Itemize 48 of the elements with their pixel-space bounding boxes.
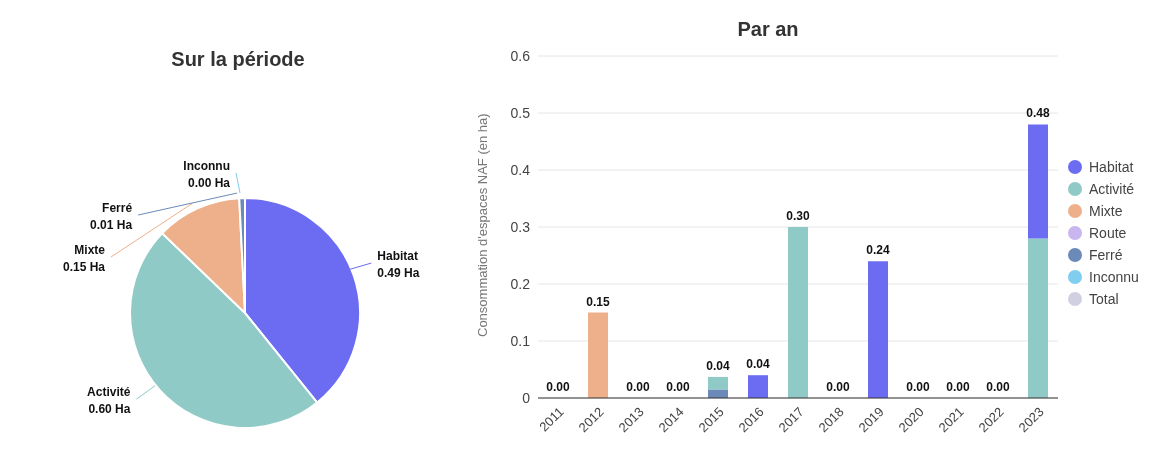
y-tick-label: 0 (522, 389, 531, 406)
legend-label: Mixte (1089, 203, 1123, 219)
text: 0.00 (986, 380, 1010, 394)
bar (788, 227, 808, 398)
data-label: 0.15 Ha (62, 260, 106, 274)
total-label: 0.04 (706, 358, 730, 373)
text: 0.00 (666, 380, 690, 394)
total-label: 0.04 (746, 357, 770, 372)
legend-label: Route (1089, 225, 1127, 241)
legend-label: Ferré (1089, 247, 1123, 263)
y-axis-title: Consommation d'espaces NAF (en ha) (474, 113, 490, 337)
data-label: 0.60 Ha (88, 402, 131, 417)
text: 0.00 Ha (187, 176, 230, 190)
legend-label: Habitat (1089, 159, 1134, 175)
y-tick-label: 0.6 (510, 47, 531, 64)
total-label: 0.30 (786, 209, 810, 223)
text: 0.00 (946, 380, 970, 394)
bar (1028, 124, 1048, 239)
text: 0.00 (906, 380, 930, 394)
bar (708, 376, 728, 390)
total-label: 0.48 (1026, 106, 1050, 121)
text: 0.00 (626, 380, 650, 394)
slice-label: Habitat (377, 249, 418, 264)
data-label: 0.01 Ha (90, 218, 133, 232)
slice-label: Ferré (102, 201, 133, 215)
legend-label: Activité (1089, 181, 1135, 197)
y-tick-label: 0.4 (510, 161, 531, 178)
bar (868, 261, 888, 398)
bar (708, 389, 728, 398)
y-tick-label: 0.3 (510, 218, 531, 235)
legend-label: Inconnu (1089, 269, 1139, 285)
text: 0.00 (546, 380, 570, 394)
legend-label: Total (1089, 291, 1119, 307)
slice-label: Activité (87, 385, 131, 400)
y-tick-label: 0.5 (510, 104, 531, 121)
y-tick-label: 0.2 (510, 275, 531, 292)
total-label: 0.24 (866, 243, 890, 258)
bar (748, 375, 768, 398)
slice-label: Mixte (74, 243, 106, 257)
bar (588, 312, 608, 398)
category-label: Inconnu (183, 159, 230, 173)
total-label: 0.15 (586, 294, 610, 309)
bar (1028, 238, 1048, 398)
chart-title: Sur la période (170, 48, 306, 71)
data-label: 0.49 Ha (377, 266, 420, 281)
y-tick-label: 0.1 (510, 332, 531, 349)
text: 0.00 (826, 380, 850, 394)
chart-title: Par an (736, 18, 800, 41)
